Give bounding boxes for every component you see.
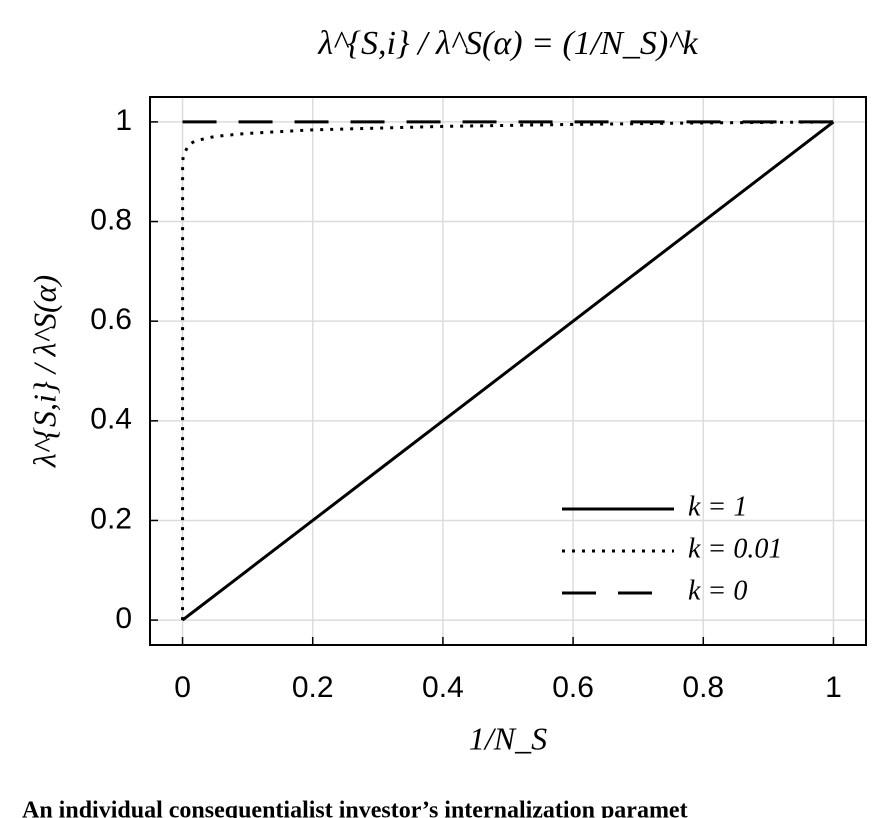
y-tick-label: 0.6 (90, 303, 132, 336)
x-axis-label: 1/N_S (469, 720, 547, 756)
caption: An individual consequentialist investor’… (22, 798, 688, 818)
x-tick-label: 0.2 (292, 671, 334, 704)
legend-label: k = 1 (688, 491, 747, 522)
y-tick-label: 0.2 (90, 502, 132, 535)
x-tick-label: 0.6 (552, 671, 594, 704)
legend-label: k = 0.01 (688, 533, 782, 564)
y-tick-label: 0.8 (90, 203, 132, 236)
x-tick-label: 0.8 (682, 671, 724, 704)
y-tick-label: 0.4 (90, 403, 132, 436)
x-tick-label: 0.4 (422, 671, 464, 704)
plot-frame (149, 96, 867, 646)
x-tick-label: 0 (174, 671, 191, 704)
y-axis-label: λ^{S,i} / λ^S(α) (26, 275, 62, 468)
x-tick-label: 1 (825, 671, 842, 704)
chart-title: λ^{S,i} / λ^S(α) = (1/N_S)^k (317, 25, 698, 62)
y-tick-label: 0 (115, 602, 132, 635)
series-line (181, 120, 834, 621)
y-tick-label: 1 (115, 104, 132, 137)
legend-label: k = 0 (688, 575, 747, 606)
